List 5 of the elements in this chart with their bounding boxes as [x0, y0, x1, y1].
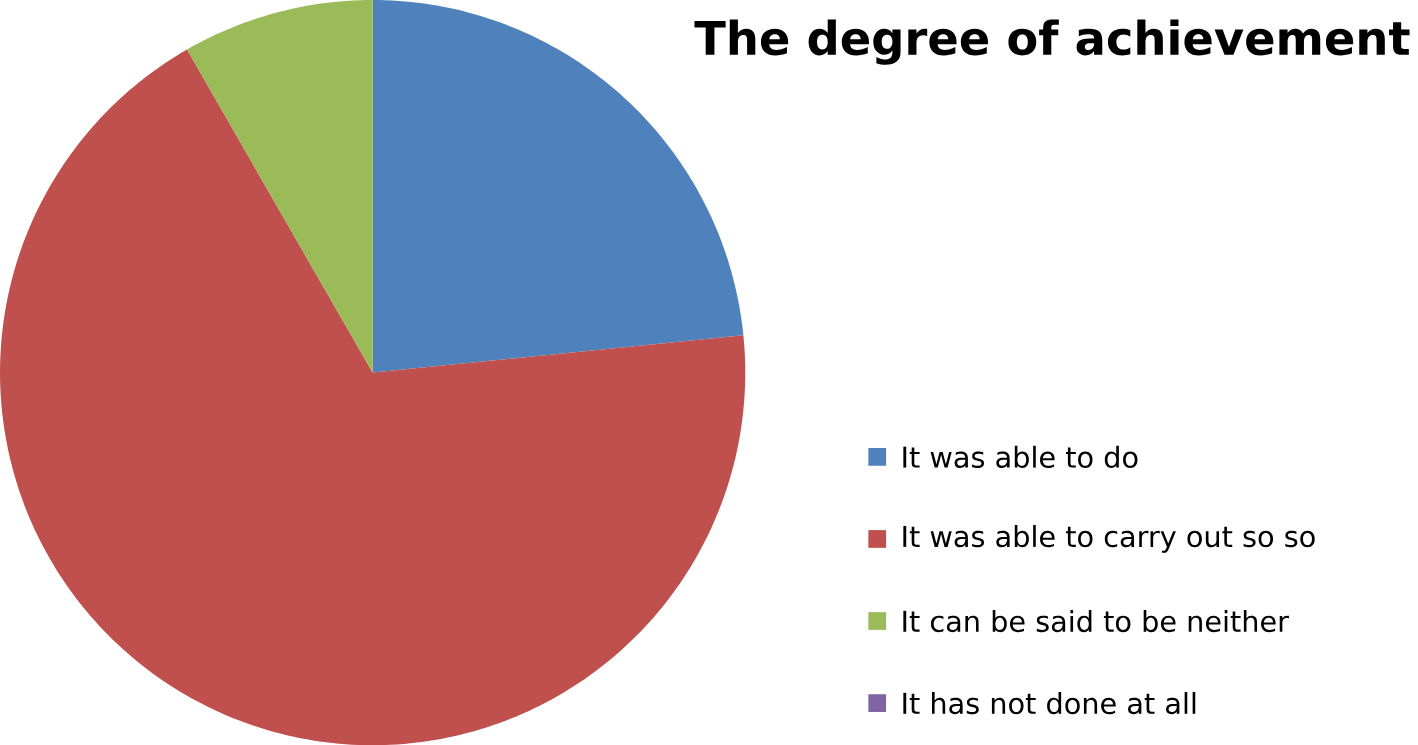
legend-label: It was able to carry out so so: [903, 524, 1315, 553]
chart-title: The degree of achievement: [694, 19, 1410, 65]
legend-label: It can be said to be neither: [903, 609, 1289, 633]
legend-label: It was able to do: [903, 445, 1138, 468]
legend-label: It has not done at all: [903, 691, 1196, 715]
